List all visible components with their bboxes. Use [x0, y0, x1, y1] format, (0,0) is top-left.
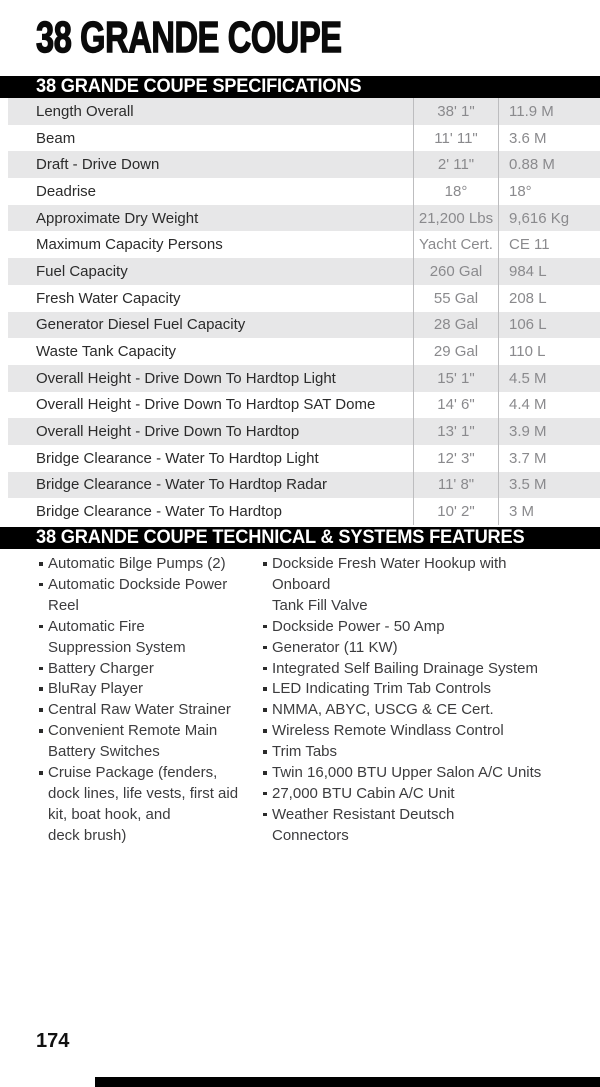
spec-metric-value: 3.6 M [498, 124, 600, 152]
features-right-column: Dockside Fresh Water Hookup with Onboard… [262, 554, 592, 847]
spec-imperial-value: 11' 11" [413, 124, 498, 152]
spec-row: Overall Height - Drive Down To Hardtop S… [8, 391, 600, 419]
spec-row: Deadrise 18° 18° [8, 178, 600, 205]
page-title: 38 GRANDE COUPE [35, 13, 342, 62]
spec-row: Overall Height - Drive Down To Hardtop 13… [8, 418, 600, 445]
spec-imperial-value: 13' 1" [413, 418, 498, 445]
feature-item: Twin 16,000 BTU Upper Salon A/C Units [262, 763, 592, 784]
page-number: 174 [36, 1030, 70, 1052]
spec-label: Draft - Drive Down [36, 156, 160, 174]
feature-item: Cruise Package (fenders, dock lines, lif… [38, 763, 260, 847]
spec-metric-value: 3.5 M [498, 471, 600, 499]
spec-imperial-value: 2' 11" [413, 151, 498, 179]
feature-item: NMMA, ABYC, USCG & CE Cert. [262, 700, 592, 721]
spec-label: Overall Height - Drive Down To Hardtop L… [36, 369, 336, 387]
spec-label: Generator Diesel Fuel Capacity [36, 316, 246, 334]
feature-item: LED Indicating Trim Tab Controls [262, 679, 592, 700]
spec-label: Length Overall [36, 102, 134, 120]
spec-metric-value: 4.5 M [498, 364, 600, 392]
spec-imperial-value: 12' 3" [413, 444, 498, 472]
features-header-bar: 38 GRANDE COUPE TECHNICAL & SYSTEMS FEAT… [0, 527, 600, 549]
feature-item: BluRay Player [38, 679, 260, 700]
spec-imperial-value: 18° [413, 178, 498, 205]
spec-table-body: Length Overall 38' 1" 11.9 M Beam 11' 11" 3.6… [8, 98, 600, 525]
spec-row: Overall Height - Drive Down To Hardtop L… [8, 364, 600, 392]
spec-metric-value: CE 11 [498, 231, 600, 259]
feature-item: Automatic Dockside Power Reel [38, 575, 260, 617]
spec-metric-value: 4.4 M [498, 391, 600, 419]
spec-label: Waste Tank Capacity [36, 343, 177, 361]
spec-row: Length Overall 38' 1" 11.9 M [8, 98, 600, 125]
spec-metric-value: 208 L [498, 284, 600, 312]
feature-item: 27,000 BTU Cabin A/C Unit [262, 784, 592, 805]
spec-label: Bridge Clearance - Water To Hardtop Rada… [36, 476, 327, 494]
spec-metric-value: 3.7 M [498, 444, 600, 472]
spec-label: Approximate Dry Weight [36, 209, 199, 227]
feature-item: Automatic Fire Suppression System [38, 617, 260, 659]
spec-imperial-value: Yacht Cert. [413, 231, 498, 259]
features-left-column: Automatic Bilge Pumps (2) Automatic Docks… [38, 554, 260, 847]
spec-row: Fresh Water Capacity 55 Gal 208 L [8, 284, 600, 312]
spec-label: Maximum Capacity Persons [36, 236, 223, 254]
spec-row: Generator Diesel Fuel Capacity 28 Gal 106 … [8, 311, 600, 339]
spec-table: Length Overall 38' 1" 11.9 M Beam 11' 11" 3.6… [8, 98, 600, 525]
spec-label: Bridge Clearance - Water To Hardtop [36, 503, 282, 521]
spec-row: Draft - Drive Down 2' 11" 0.88 M [8, 151, 600, 179]
spec-imperial-value: 55 Gal [413, 284, 498, 312]
spec-imperial-value: 260 Gal [413, 258, 498, 285]
spec-row: Approximate Dry Weight 21,200 Lbs 9,616 Kg [8, 204, 600, 232]
spec-metric-value: 11.9 M [498, 98, 600, 125]
spec-metric-value: 106 L [498, 311, 600, 339]
feature-item: Dockside Power - 50 Amp [262, 617, 592, 638]
spec-label: Bridge Clearance - Water To Hardtop Ligh… [36, 449, 319, 467]
spec-metric-value: 3.9 M [498, 418, 600, 445]
feature-item: Trim Tabs [262, 742, 592, 763]
feature-item: Weather Resistant Deutsch Connectors [262, 805, 592, 847]
feature-item: Battery Charger [38, 659, 260, 680]
spec-row: Waste Tank Capacity 29 Gal 110 L [8, 338, 600, 365]
feature-item: Dockside Fresh Water Hookup with Onboard… [262, 554, 592, 617]
spec-row: Bridge Clearance - Water To Hardtop Ligh… [8, 444, 600, 472]
spec-label: Deadrise [36, 182, 97, 200]
spec-imperial-value: 28 Gal [413, 311, 498, 339]
feature-item: Automatic Bilge Pumps (2) [38, 554, 260, 575]
feature-item: Central Raw Water Strainer [38, 700, 260, 721]
spec-metric-value: 3 M [498, 498, 600, 525]
spec-row: Fuel Capacity 260 Gal 984 L [8, 258, 600, 285]
spec-label: Overall Height - Drive Down To Hardtop [36, 423, 300, 441]
spec-metric-value: 0.88 M [498, 151, 600, 179]
spec-imperial-value: 11' 8" [413, 471, 498, 499]
spec-imperial-value: 21,200 Lbs [413, 204, 498, 232]
spec-imperial-value: 29 Gal [413, 338, 498, 365]
spec-imperial-value: 14' 6" [413, 391, 498, 419]
specifications-header-bar: 38 GRANDE COUPE SPECIFICATIONS [0, 76, 600, 98]
spec-imperial-value: 15' 1" [413, 364, 498, 392]
spec-metric-value: 9,616 Kg [498, 204, 600, 232]
feature-item: Generator (11 KW) [262, 638, 592, 659]
spec-label: Fresh Water Capacity [36, 289, 181, 307]
spec-row: Beam 11' 11" 3.6 M [8, 124, 600, 152]
spec-imperial-value: 10' 2" [413, 498, 498, 525]
specifications-header-label: 38 GRANDE COUPE SPECIFICATIONS [36, 76, 362, 97]
spec-label: Beam [36, 129, 76, 147]
spec-row: Maximum Capacity Persons Yacht Cert. CE 11 [8, 231, 600, 259]
feature-item: Integrated Self Bailing Drainage System [262, 659, 592, 680]
feature-item: Convenient Remote Main Battery Switches [38, 721, 260, 763]
spec-label: Overall Height - Drive Down To Hardtop S… [36, 396, 376, 414]
spec-row: Bridge Clearance - Water To Hardtop Rada… [8, 471, 600, 499]
spec-metric-value: 18° [498, 178, 600, 205]
spec-metric-value: 984 L [498, 258, 600, 285]
footer-bar [95, 1077, 600, 1087]
feature-item: Wireless Remote Windlass Control [262, 721, 592, 742]
spec-imperial-value: 38' 1" [413, 98, 498, 125]
spec-label: Fuel Capacity [36, 262, 128, 280]
spec-metric-value: 110 L [498, 338, 600, 365]
features-header-label: 38 GRANDE COUPE TECHNICAL & SYSTEMS FEAT… [36, 527, 525, 548]
spec-row: Bridge Clearance - Water To Hardtop 10' 2… [8, 498, 600, 525]
